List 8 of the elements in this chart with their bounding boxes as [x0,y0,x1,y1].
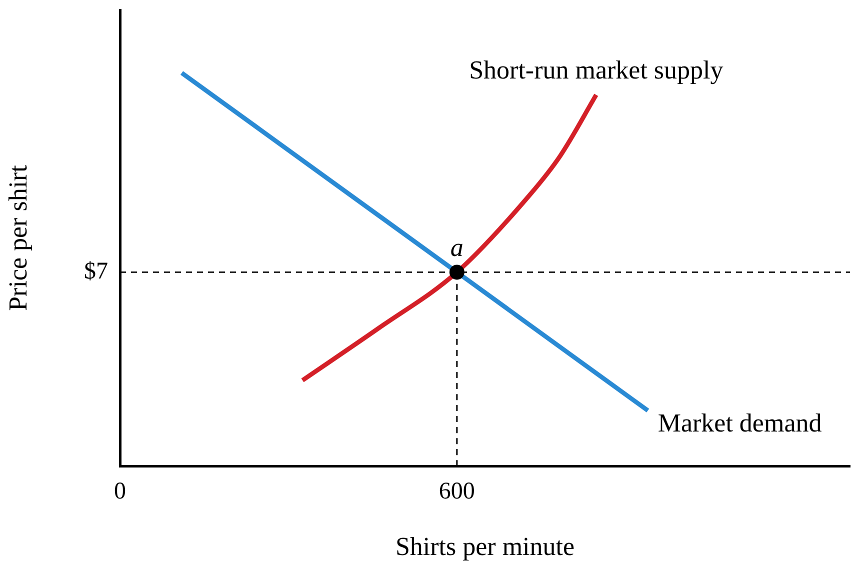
x-tick-label: 600 [438,478,475,505]
x-tick-label: 0 [114,478,126,505]
text: $7 [84,258,108,284]
y-axis-title: Price per shirt [3,164,32,311]
annotation: a [450,233,464,262]
series-label: Market demand [658,408,822,438]
series-label: Short-run market supply [469,56,724,85]
x-axis-title: Shirts per minute [395,532,575,562]
